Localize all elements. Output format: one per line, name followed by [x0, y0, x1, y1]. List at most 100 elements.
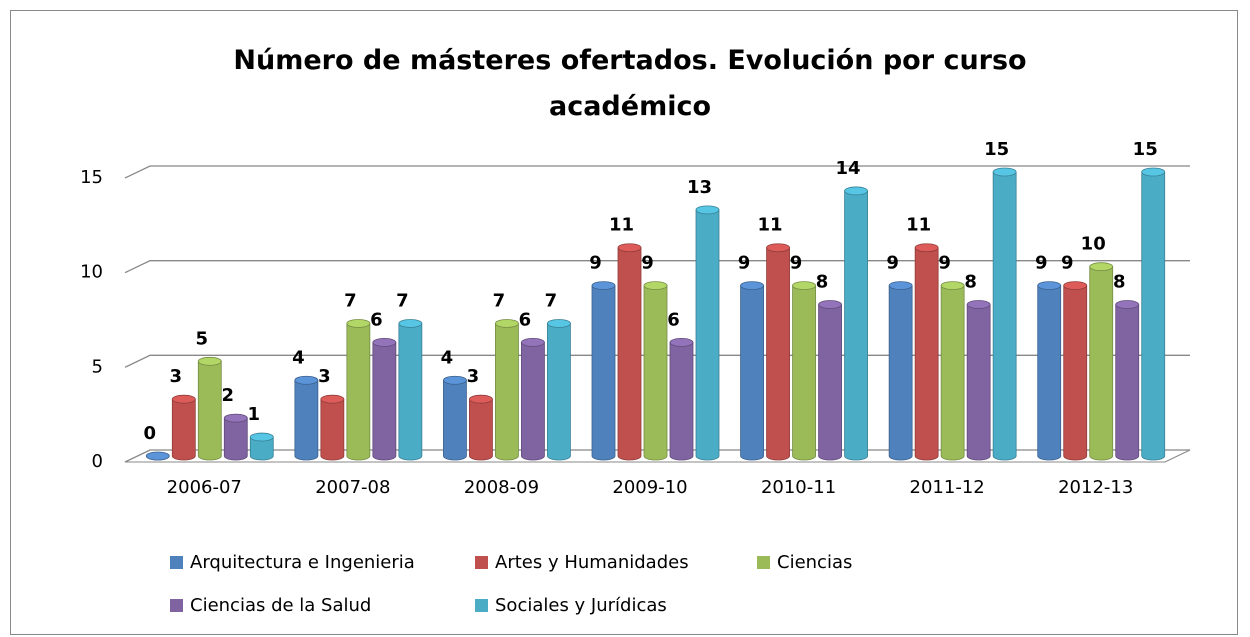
bar-cap [495, 319, 519, 328]
value-label: 8 [816, 272, 829, 293]
value-label: 9 [641, 253, 654, 274]
value-label: 0 [144, 423, 157, 444]
bar [249, 436, 274, 461]
bar [766, 247, 790, 461]
bar-cap [294, 375, 319, 385]
legend-swatch [475, 599, 488, 612]
bar-cap [1037, 281, 1062, 291]
bar [1115, 304, 1140, 461]
bar [398, 323, 423, 461]
value-label: 3 [170, 366, 183, 387]
legend-label: Ciencias [777, 552, 852, 573]
bar-cap [695, 205, 720, 215]
bar [818, 304, 842, 461]
bar [669, 342, 694, 461]
bar [617, 247, 642, 461]
bar-cap [223, 413, 248, 423]
value-label: 8 [1113, 272, 1126, 293]
value-label: 9 [589, 253, 602, 274]
value-label: 2 [222, 385, 235, 406]
bar [1141, 171, 1166, 461]
x-tick-label: 2011-12 [910, 477, 985, 498]
bar [443, 379, 467, 461]
legend-swatch [475, 556, 488, 569]
bar [844, 190, 868, 461]
bar-cap [320, 394, 345, 404]
value-label: 11 [906, 215, 931, 236]
value-label: 5 [196, 328, 209, 349]
legend-label: Ciencias de la Salud [190, 595, 371, 616]
x-tick-label: 2012-13 [1058, 477, 1133, 498]
bar-cap [966, 300, 991, 309]
bar [792, 285, 816, 461]
bar-cap [1141, 167, 1166, 177]
bar [521, 342, 545, 461]
bar [372, 342, 397, 461]
bar [643, 285, 668, 461]
chart-title: Número de másteres ofertados. Evolución … [233, 45, 1027, 122]
value-label: 9 [938, 253, 951, 274]
bar-cap [992, 167, 1017, 177]
value-label: 9 [1035, 253, 1048, 274]
value-label: 7 [396, 290, 409, 311]
value-label: 9 [738, 253, 751, 274]
bar-cap [547, 319, 571, 328]
value-label: 7 [493, 290, 506, 311]
y-tick-label: 10 [80, 262, 103, 283]
bar [914, 247, 939, 461]
bar [1089, 266, 1114, 461]
value-label: 14 [836, 158, 861, 179]
bar [591, 285, 616, 461]
value-label: 13 [687, 177, 712, 198]
bar-cap [617, 243, 642, 253]
bar [695, 209, 720, 461]
y-tick-label: 0 [92, 451, 103, 472]
bar [740, 285, 764, 461]
bar [469, 398, 493, 461]
value-label: 9 [790, 253, 803, 274]
bar-cap [346, 319, 371, 328]
value-label: 6 [370, 309, 383, 330]
value-label: 4 [441, 347, 454, 368]
bar-cap [145, 451, 170, 461]
grid-line [124, 449, 1190, 463]
bar [223, 417, 248, 461]
bar [888, 285, 913, 461]
bar [171, 398, 196, 461]
bar [966, 304, 991, 461]
value-label: 9 [1061, 253, 1074, 274]
bar [495, 323, 519, 461]
value-label: 4 [292, 347, 305, 368]
bar [992, 171, 1017, 461]
value-label: 3 [318, 366, 331, 387]
bar [294, 379, 319, 461]
value-label: 7 [344, 290, 357, 311]
x-tick-label: 2006-07 [167, 477, 242, 498]
value-label: 6 [519, 309, 532, 330]
bar [547, 323, 571, 461]
bar-cap [591, 281, 616, 291]
bar-cap [469, 394, 493, 404]
value-label: 6 [667, 309, 680, 330]
bar-cap [643, 281, 668, 291]
bar-cap [914, 243, 939, 253]
value-label: 8 [964, 272, 977, 293]
bar [1063, 285, 1088, 461]
bar-cap [740, 281, 764, 291]
bar [346, 323, 371, 461]
legend-label: Arquitectura e Ingenieria [190, 552, 415, 573]
x-tick-label: 2010-11 [761, 477, 836, 498]
bar [197, 360, 222, 461]
x-tick-label: 2007-08 [315, 477, 390, 498]
bar-cap [171, 394, 196, 404]
bar-cap [398, 319, 423, 328]
bar-cap [669, 337, 694, 347]
grid-line [124, 165, 1190, 179]
bar-cap [844, 186, 868, 196]
bar-cap [1089, 262, 1114, 272]
value-label: 15 [984, 139, 1009, 160]
bar-cap [792, 281, 816, 291]
bar [940, 285, 965, 461]
bar-cap [818, 300, 842, 309]
